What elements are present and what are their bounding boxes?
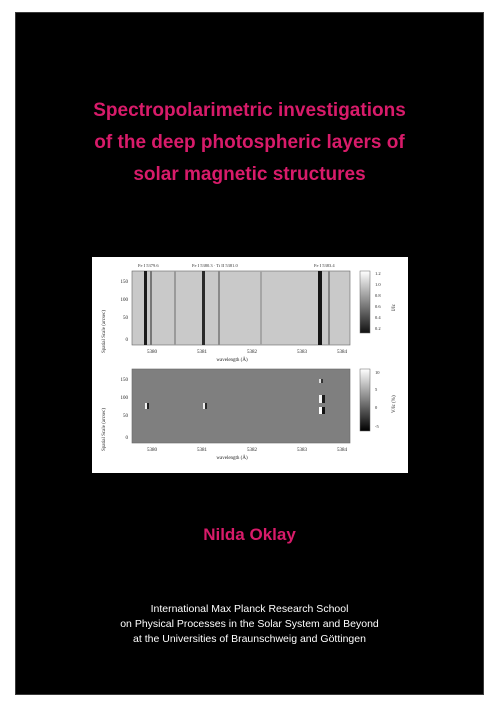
cb-top-tick-6: 0.2	[375, 326, 381, 331]
bottom-ylabel: Spatial Scale (arcsec)	[102, 408, 107, 451]
top-xlabel: wavelength (Å)	[216, 357, 248, 363]
annotation-1: Fe I 5379.6	[138, 263, 159, 268]
top-ytick-100: 100	[121, 298, 129, 303]
top-xtick-5383: 5383	[297, 350, 308, 355]
author-name: Nilda Oklay	[203, 525, 296, 544]
intensity-colorbar	[359, 270, 371, 334]
institution-block: International Max Planck Research School…	[16, 602, 483, 647]
line-g	[318, 271, 322, 345]
polarization-colorbar	[359, 368, 371, 432]
line-b	[150, 271, 152, 345]
institution-line-2: on Physical Processes in the Solar Syste…	[120, 618, 379, 630]
title-line-1: Spectropolarimetric investigations	[93, 100, 406, 121]
bottom-xtick-5380: 5380	[147, 448, 158, 453]
spot-10	[321, 379, 323, 383]
top-ylabel: Spatial Scale (arcsec)	[102, 310, 107, 353]
line-c	[174, 271, 176, 345]
book-title: Spectropolarimetric investigations of th…	[16, 95, 483, 191]
intensity-map	[131, 270, 351, 346]
line-a	[144, 271, 147, 345]
top-ytick-150: 150	[121, 280, 129, 285]
spot-1	[145, 403, 147, 409]
cb-top-tick-2: 1.0	[375, 282, 381, 287]
top-xtick-5382: 5382	[247, 350, 258, 355]
bottom-xtick-5383: 5383	[297, 448, 308, 453]
cb-bottom-tick-3: 0	[375, 405, 378, 410]
spot-5	[319, 395, 322, 403]
line-e	[218, 271, 220, 345]
cb-top-tick-5: 0.4	[375, 315, 381, 320]
cb-bottom-tick-4: -5	[375, 424, 379, 429]
spectra-figure: Fe I 5379.6 Fe I 5380.3 · Ti II 5381.0 F…	[102, 263, 397, 461]
cb-bottom-tick-1: 10	[375, 370, 380, 375]
top-ytick-0: 0	[126, 338, 129, 343]
polarization-panel: Spatial Scale (arcsec) 150 100 50 0 5380…	[102, 368, 397, 461]
institution-line-3: at the Universities of Braunschweig and …	[133, 633, 366, 645]
bottom-ytick-50: 50	[123, 414, 129, 419]
cb-top-tick-1: 1.2	[375, 271, 381, 276]
bottom-ytick-150: 150	[121, 378, 129, 383]
top-xtick-5384: 5384	[337, 350, 348, 355]
spot-6	[322, 395, 325, 403]
bottom-ytick-100: 100	[121, 396, 129, 401]
spot-9	[319, 379, 321, 383]
cb-top-label: I/Ic	[392, 303, 397, 311]
spot-2	[147, 403, 149, 409]
line-h	[328, 271, 330, 345]
title-line-3: solar magnetic structures	[133, 164, 366, 185]
polarization-map	[131, 368, 351, 444]
line-f	[260, 271, 262, 345]
cb-bottom-tick-2: 5	[375, 387, 378, 392]
spot-4	[205, 403, 207, 409]
title-line-2: of the deep photospheric layers of	[94, 132, 405, 153]
cb-top-tick-4: 0.6	[375, 304, 381, 309]
annotation-3: Fe I 5383.4	[314, 263, 335, 268]
intensity-panel: Fe I 5379.6 Fe I 5380.3 · Ti II 5381.0 F…	[102, 263, 397, 363]
bottom-xtick-5382: 5382	[247, 448, 258, 453]
bottom-xlabel: wavelength (Å)	[216, 455, 248, 461]
book-cover: Spectropolarimetric investigations of th…	[15, 12, 484, 695]
cb-bottom-label: V/Ic (%)	[392, 395, 397, 413]
bottom-xtick-5381: 5381	[197, 448, 208, 453]
line-d	[202, 271, 205, 345]
top-xtick-5380: 5380	[147, 350, 158, 355]
cb-top-tick-3: 0.8	[375, 293, 381, 298]
spot-8	[322, 407, 325, 414]
top-xtick-5381: 5381	[197, 350, 208, 355]
institution-line-1: International Max Planck Research School	[150, 603, 349, 615]
annotation-2: Fe I 5380.3 · Ti II 5381.0	[192, 263, 239, 268]
bottom-xtick-5384: 5384	[337, 448, 348, 453]
top-ytick-50: 50	[123, 316, 129, 321]
cover-figure: Fe I 5379.6 Fe I 5380.3 · Ti II 5381.0 F…	[92, 257, 408, 473]
spot-3	[203, 403, 205, 409]
bottom-ytick-0: 0	[126, 436, 129, 441]
spot-7	[319, 407, 322, 414]
